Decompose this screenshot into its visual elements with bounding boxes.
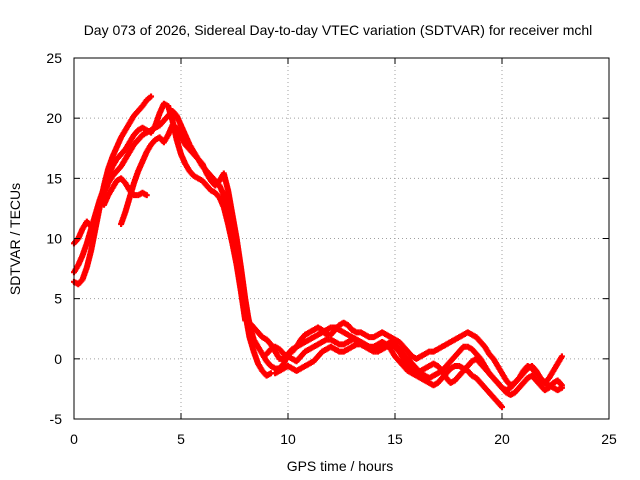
x-tick-label-5: 25 (601, 431, 617, 447)
x-tick-label-4: 20 (494, 431, 510, 447)
series-track-h (272, 341, 565, 394)
y-tick-label-2: 5 (54, 291, 62, 307)
data-point (558, 353, 565, 360)
y-tick-label-6: 25 (46, 50, 62, 66)
series-track-c (71, 107, 274, 379)
chart-title: Day 073 of 2026, Sidereal Day-to-day VTE… (84, 22, 593, 38)
y-tick-label-3: 10 (46, 231, 62, 247)
x-tick-label-3: 15 (387, 431, 403, 447)
y-tick-label-1: 0 (54, 351, 62, 367)
data-point (499, 403, 505, 410)
y-axis-label: SDTVAR / TECUs (7, 183, 23, 295)
series-track-f (237, 286, 565, 389)
x-tick-label-1: 5 (177, 431, 185, 447)
data-point (148, 93, 155, 100)
data-markers (71, 93, 565, 410)
y-tick-label-4: 15 (46, 170, 62, 186)
series-track-g (263, 336, 565, 398)
data-point (558, 384, 565, 391)
x-axis-label: GPS time / hours (287, 458, 394, 474)
y-tick-label-0: -5 (50, 411, 63, 427)
data-point (143, 192, 150, 199)
y-tick-label-5: 20 (46, 110, 62, 126)
x-tick-label-0: 0 (70, 431, 78, 447)
x-tick-label-2: 10 (280, 431, 296, 447)
axis-ticks: 0 5 10 15 20 25 -5 0 5 10 15 20 25 (46, 50, 617, 447)
